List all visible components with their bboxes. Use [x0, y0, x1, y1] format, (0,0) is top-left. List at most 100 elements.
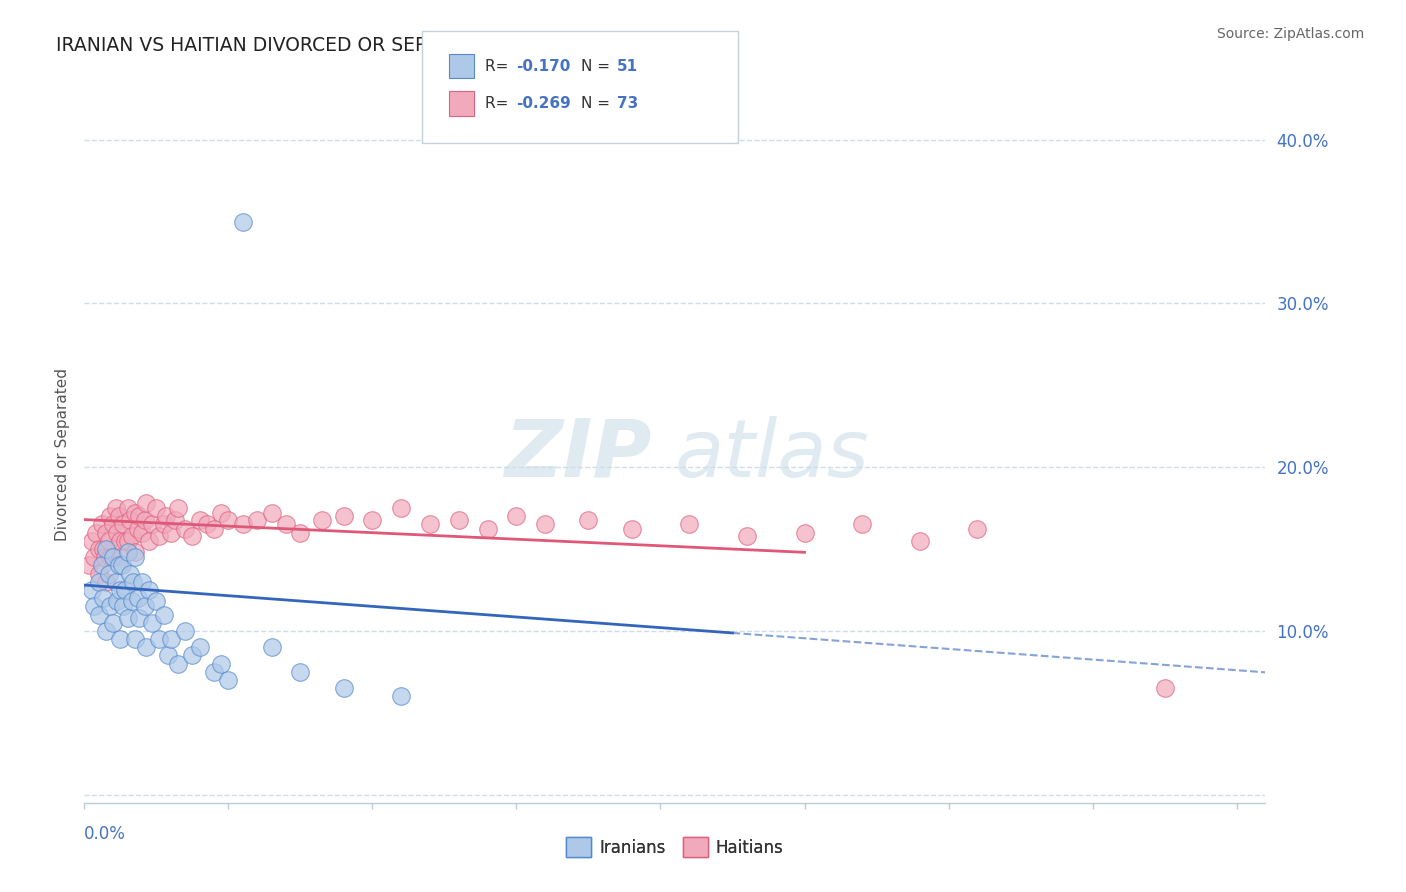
Point [91, 542, 114, 557]
Point [120, 566, 142, 581]
Point [188, 640, 211, 655]
Text: R=: R= [485, 96, 513, 111]
Point [124, 632, 146, 646]
Point [121, 594, 143, 608]
Point [290, 665, 312, 679]
Point [101, 550, 124, 565]
Point [112, 517, 135, 532]
Point [167, 657, 190, 671]
Point [90, 517, 112, 532]
Point [260, 640, 283, 655]
Point [131, 574, 153, 589]
Point [97, 533, 120, 548]
Point [156, 648, 179, 663]
Point [101, 550, 124, 565]
Text: -0.170: -0.170 [516, 59, 571, 73]
Text: 0.0%: 0.0% [84, 825, 127, 843]
Point [477, 523, 499, 537]
Point [159, 632, 181, 646]
Point [332, 509, 354, 524]
Point [111, 558, 134, 573]
Point [98, 509, 121, 524]
Point [105, 574, 128, 589]
Point [124, 550, 146, 565]
Point [114, 533, 136, 548]
Point [232, 214, 254, 228]
Point [108, 509, 131, 524]
Point [534, 517, 557, 532]
Point [908, 533, 931, 548]
Point [117, 501, 139, 516]
Point [851, 517, 873, 532]
Point [110, 632, 132, 646]
Text: atlas: atlas [675, 416, 870, 494]
Point [80, 533, 103, 548]
Point [117, 545, 139, 559]
Point [90, 558, 112, 573]
Point [138, 582, 160, 597]
Point [84, 525, 107, 540]
Point [311, 512, 333, 526]
Point [152, 607, 174, 622]
Point [131, 525, 153, 540]
Point [202, 523, 225, 537]
Point [87, 607, 110, 622]
Point [101, 517, 124, 532]
Point [110, 533, 132, 548]
Point [124, 545, 146, 559]
Text: IRANIAN VS HAITIAN DIVORCED OR SEPARATED CORRELATION CHART: IRANIAN VS HAITIAN DIVORCED OR SEPARATED… [56, 36, 709, 54]
Text: N =: N = [581, 96, 614, 111]
Point [128, 611, 150, 625]
Point [290, 525, 312, 540]
Point [447, 512, 470, 526]
Point [87, 566, 110, 581]
Point [107, 525, 129, 540]
Point [389, 501, 412, 516]
Point [120, 512, 142, 526]
Point [101, 615, 124, 630]
Point [107, 594, 129, 608]
Point [77, 558, 100, 573]
Point [121, 529, 143, 543]
Text: 73: 73 [617, 96, 638, 111]
Point [117, 611, 139, 625]
Point [134, 512, 156, 526]
Point [117, 533, 139, 548]
Point [578, 512, 600, 526]
Point [98, 550, 121, 565]
Point [114, 582, 136, 597]
Point [274, 517, 297, 532]
Point [112, 599, 135, 614]
Text: N =: N = [581, 59, 614, 73]
Text: -0.269: -0.269 [516, 96, 571, 111]
Point [181, 529, 204, 543]
Point [127, 591, 149, 606]
Y-axis label: Divorced or Separated: Divorced or Separated [55, 368, 70, 541]
Point [94, 525, 117, 540]
Point [91, 591, 114, 606]
Point [167, 501, 190, 516]
Point [110, 582, 132, 597]
Point [202, 665, 225, 679]
Point [135, 496, 157, 510]
Point [217, 512, 239, 526]
Point [217, 673, 239, 687]
Point [209, 657, 232, 671]
Point [209, 506, 232, 520]
Point [108, 558, 131, 573]
Point [505, 509, 527, 524]
Point [1153, 681, 1175, 696]
Point [181, 648, 204, 663]
Point [735, 529, 758, 543]
Point [135, 640, 157, 655]
Point [94, 624, 117, 638]
Point [138, 533, 160, 548]
Point [141, 615, 163, 630]
Point [152, 517, 174, 532]
Point [174, 624, 197, 638]
Point [83, 599, 105, 614]
Point [260, 506, 283, 520]
Point [145, 501, 167, 516]
Point [141, 517, 163, 532]
Point [155, 509, 177, 524]
